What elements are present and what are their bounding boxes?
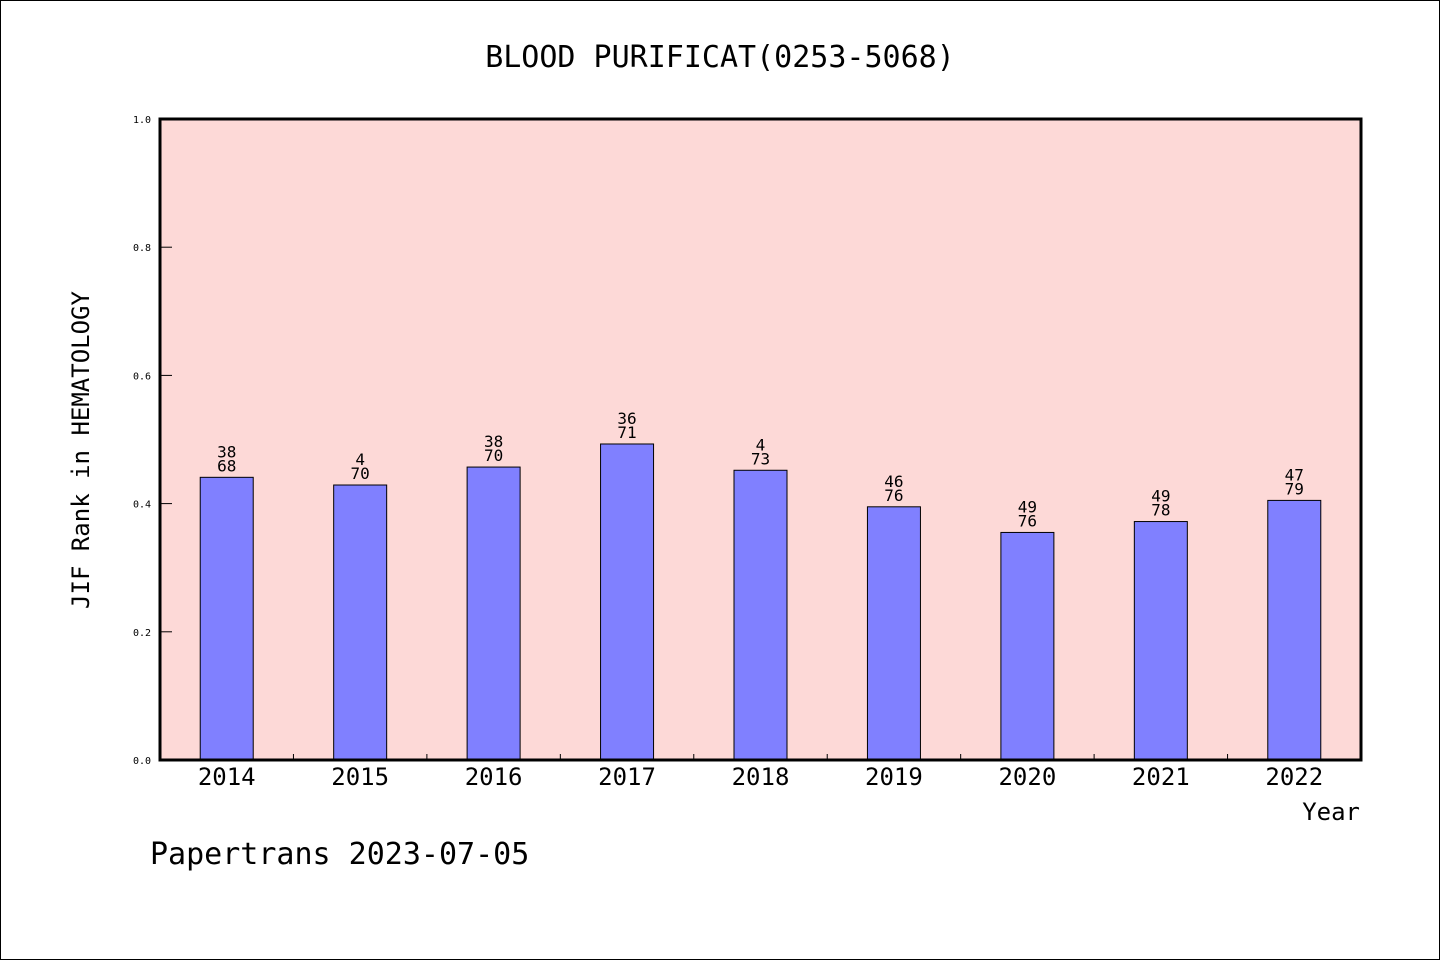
- data-label-total: 70: [484, 446, 503, 465]
- bar-2021: [1133, 521, 1188, 761]
- bar-2014: [199, 476, 254, 761]
- data-label-total: 76: [884, 486, 903, 505]
- data-label-rank: 4: [355, 450, 365, 469]
- data-label-total: 78: [1151, 501, 1170, 520]
- y-tick-label: 1.0: [133, 115, 151, 126]
- y-tick-label: 0.2: [133, 628, 151, 639]
- bar-2019: [866, 506, 921, 761]
- plot-border: [158, 117, 1363, 762]
- y-tick-label: 0.8: [133, 243, 151, 254]
- y-tick-label: 0.4: [133, 500, 151, 511]
- y-tick-label: 0.0: [133, 756, 151, 767]
- data-label-total: 70: [351, 464, 370, 483]
- data-label-rank: 38: [217, 442, 236, 461]
- data-label-rank: 47: [1285, 465, 1304, 484]
- data-label-rank: 49: [1151, 487, 1170, 506]
- bars-layer: [199, 443, 1322, 761]
- data-label-total: 68: [217, 456, 236, 475]
- data-label-rank: 36: [617, 409, 636, 428]
- data-label-rank: 49: [1018, 497, 1037, 516]
- data-label-rank: 38: [484, 432, 503, 451]
- x-tick-label: 2020: [998, 763, 1056, 791]
- data-label-total: 73: [751, 449, 770, 468]
- x-axis-label: Year: [1302, 798, 1360, 826]
- x-axis: 2014 2015 2016 2017 2018 2019 2020 2021 2022: [198, 754, 1323, 791]
- data-label-total: 79: [1285, 479, 1304, 498]
- x-tick-label: 2018: [732, 763, 790, 791]
- bar-2020: [1000, 531, 1055, 761]
- data-label-total: 76: [1018, 511, 1037, 530]
- y-tick-label: 0.6: [133, 371, 151, 382]
- x-tick-label: 2015: [331, 763, 389, 791]
- x-tick-label: 2021: [1132, 763, 1190, 791]
- y-axis-label: JIF Rank in HEMATOLOGY: [67, 291, 95, 609]
- data-label-rank: 46: [884, 472, 903, 491]
- x-tick-label: 2017: [598, 763, 656, 791]
- x-tick-label: 2016: [465, 763, 523, 791]
- x-tick-label: 2022: [1265, 763, 1323, 791]
- x-tick-label: 2019: [865, 763, 923, 791]
- bar-2017: [600, 443, 655, 761]
- chart-title: BLOOD PURIFICAT(0253-5068): [485, 40, 955, 75]
- footer-watermark: Papertrans 2023-07-05: [150, 837, 529, 872]
- data-label-rank: 4: [756, 435, 766, 454]
- data-label-total: 71: [617, 423, 636, 442]
- bar-2016: [466, 466, 521, 761]
- bar-2022: [1267, 499, 1322, 761]
- bar-2015: [333, 484, 388, 761]
- x-tick-label: 2014: [198, 763, 256, 791]
- bar-2018: [733, 469, 788, 761]
